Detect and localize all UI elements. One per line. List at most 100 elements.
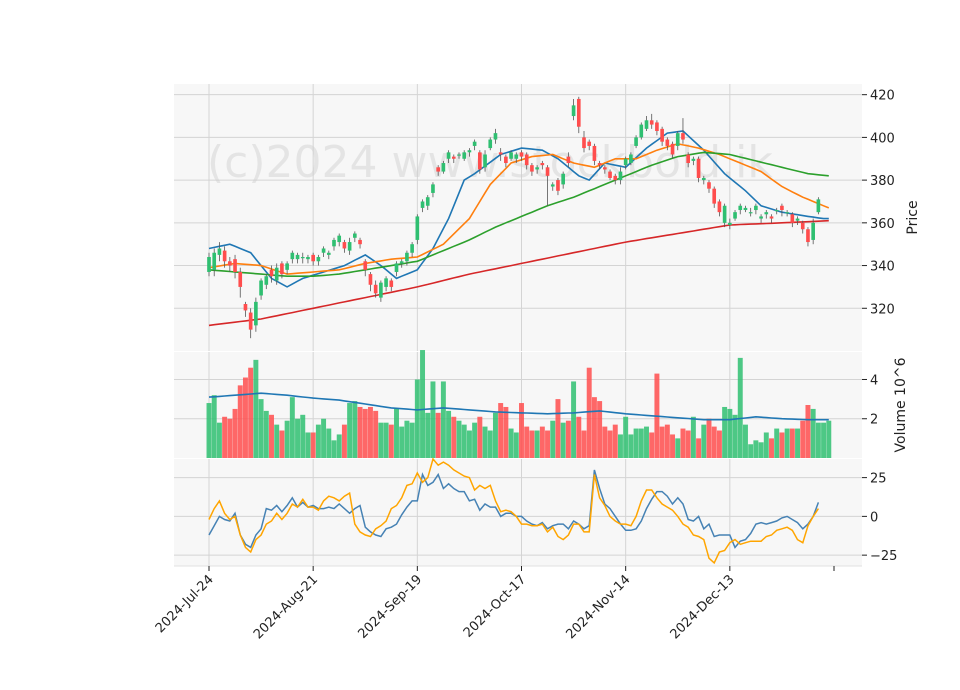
volume-bar [482,426,488,458]
volume-horizontal-grid [174,378,862,420]
volume-bars [206,350,832,458]
volume-bar [347,403,353,458]
volume-bar [435,412,441,458]
x-tick-label: 2024-Sep-19 [356,572,426,642]
volume-bar [248,367,254,458]
volume-bar [602,426,608,458]
volume-bar [675,438,681,458]
indicator-panel-background [174,459,862,566]
candle-body [332,239,336,247]
volume-bar [336,434,342,458]
volume-bar [597,401,603,458]
volume-bar [414,379,420,458]
volume-y-ticks: 24 [862,373,878,428]
candle-body [504,156,508,164]
volume-bar [227,418,233,458]
volume-bar [206,403,212,458]
candle-body [764,212,769,215]
volume-bar [388,424,394,458]
candle-body [254,301,258,326]
y-tick-label: −25 [870,549,897,564]
volume-bar [394,408,399,458]
candle-body [358,239,362,245]
volume-bar [446,410,452,458]
volume-bar [591,397,597,458]
candle-body [592,145,597,161]
candle-body [623,158,628,166]
candle-body [425,197,430,206]
indicator-line [208,457,820,565]
candle-body [394,263,399,272]
candle-body [462,152,467,159]
candle-body [467,150,472,153]
volume-bar [524,426,530,458]
volume-bar [289,397,295,458]
candle-body [478,152,482,170]
candle-body [800,222,805,230]
volume-bar [404,420,410,458]
x-tick-label: 2024-Aug-21 [251,572,321,642]
candle-body [384,278,388,287]
candle-body [363,261,368,270]
candle-body [295,254,300,260]
candle-body [748,212,753,214]
volume-bar [612,424,618,458]
candle-body [582,137,586,149]
candle-body [509,152,513,159]
price-y-ticks: 320 340 360 380 400 420 [862,89,895,317]
candle-body [759,216,763,219]
volume-bar [565,420,571,458]
candle-body [483,154,487,168]
candle-body [436,167,440,172]
candle-body [790,214,795,223]
volume-bar [784,428,790,458]
candle-body [524,154,529,166]
candle-body [561,173,565,185]
candle-body [686,154,690,164]
volume-bar [649,432,655,458]
volume-bar [659,426,665,458]
candle-body [207,257,211,272]
volume-bar [623,416,629,458]
volume-bar [503,406,509,458]
x-tick-label: 2024-Dec-13 [668,572,738,642]
volume-bar [779,432,785,458]
candle-body [540,163,545,166]
volume-axis-label: Volume 10^6 [893,357,909,452]
candle-body [498,152,503,155]
moving-average-line [208,219,829,327]
y-tick-label: 360 [870,217,895,232]
volume-bar [638,428,644,458]
candle-body [696,158,701,178]
candle-body [769,216,774,219]
candle-body [337,235,342,243]
candle-body [405,252,409,262]
price-axis-label: Price [905,200,921,234]
volume-bar [560,422,566,458]
volume-bar [222,416,228,458]
candle-body [639,124,644,138]
candle-body [774,210,779,212]
candle-body [717,201,722,213]
volume-bar [534,430,540,458]
candle-body [457,154,461,156]
candle-body [712,188,717,204]
candle-body [269,269,274,277]
y-tick-label: 400 [870,131,895,146]
volume-bar [362,408,368,458]
candle-body [618,171,623,181]
volume-bar [513,432,519,458]
volume-bar [242,377,248,458]
candle-body [259,280,263,296]
candle-body [530,165,534,172]
candle-body [738,205,743,211]
volume-bar [664,424,670,458]
candle-body [228,261,232,266]
volume-bar [805,405,811,458]
y-tick-label: 420 [870,89,895,104]
candle-body [373,284,378,294]
candle-body [743,207,748,211]
volume-bar [305,432,311,458]
candle-body [675,133,680,146]
